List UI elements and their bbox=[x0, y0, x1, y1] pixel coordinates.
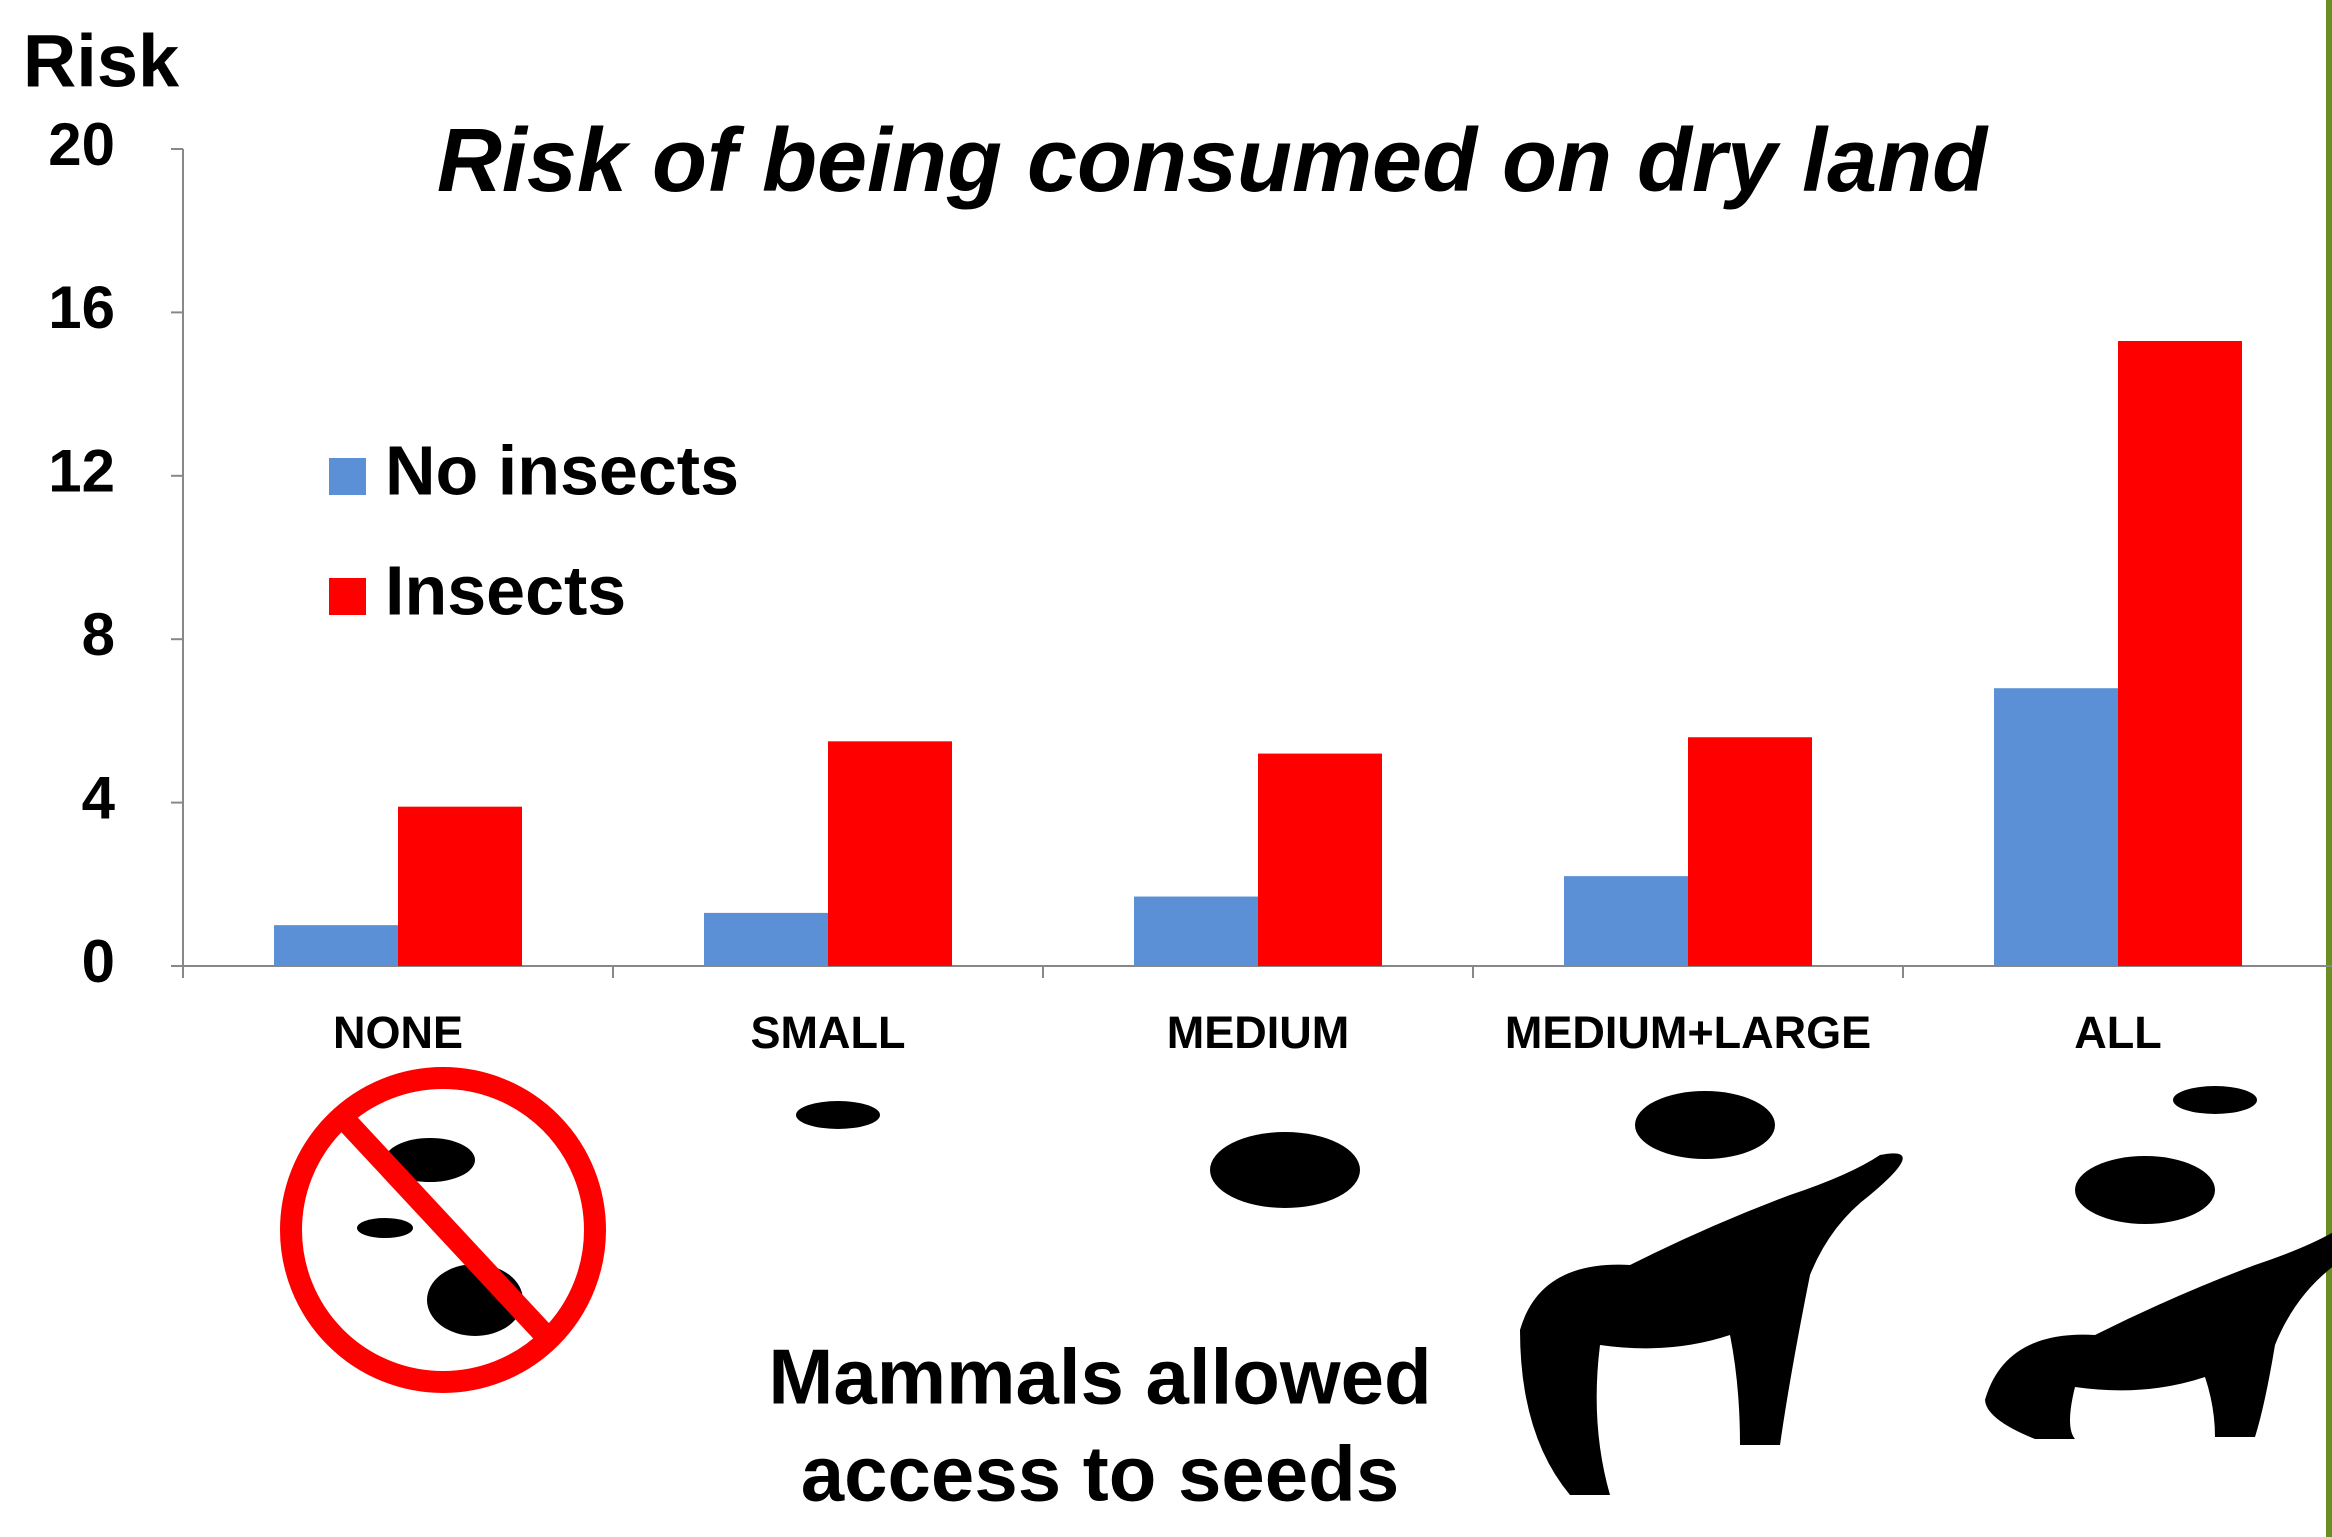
chart-title: Risk of being consumed on dry land bbox=[437, 111, 1989, 211]
slide-border bbox=[2326, 0, 2332, 1537]
x-tick-label: MEDIUM+LARGE bbox=[1505, 1007, 1871, 1058]
legend-swatch bbox=[329, 458, 366, 495]
y-tick-label: 20 bbox=[48, 111, 115, 178]
x-tick-label: SMALL bbox=[751, 1007, 906, 1058]
x-tick-label: MEDIUM bbox=[1167, 1007, 1349, 1058]
chart: Risk of being consumed on dry land Risk … bbox=[0, 0, 2332, 1537]
bar bbox=[2118, 341, 2242, 966]
bar bbox=[1564, 876, 1688, 966]
x-tick-label: ALL bbox=[2074, 1007, 2161, 1058]
bar bbox=[828, 741, 952, 966]
y-tick-label: 8 bbox=[82, 601, 115, 668]
y-tick-label: 4 bbox=[82, 764, 116, 831]
legend-swatch bbox=[329, 578, 366, 615]
bar bbox=[274, 925, 398, 966]
x-axis-label: Mammals allowed bbox=[768, 1333, 1431, 1421]
legend-label: No insects bbox=[385, 431, 739, 509]
legend-label: Insects bbox=[385, 551, 626, 629]
y-tick-label: 16 bbox=[48, 274, 115, 341]
x-tick-label: NONE bbox=[333, 1007, 463, 1058]
x-axis-label: access to seeds bbox=[801, 1430, 1399, 1518]
bar bbox=[1134, 897, 1258, 966]
y-tick-label: 0 bbox=[82, 928, 115, 995]
bar bbox=[1688, 737, 1812, 966]
bar bbox=[1994, 688, 2118, 966]
y-axis-label: Risk bbox=[23, 20, 180, 103]
bar bbox=[704, 913, 828, 966]
y-tick-label: 12 bbox=[48, 438, 115, 505]
no-mammals-icon bbox=[291, 1078, 595, 1382]
bar bbox=[398, 807, 522, 966]
bar bbox=[1258, 754, 1382, 966]
